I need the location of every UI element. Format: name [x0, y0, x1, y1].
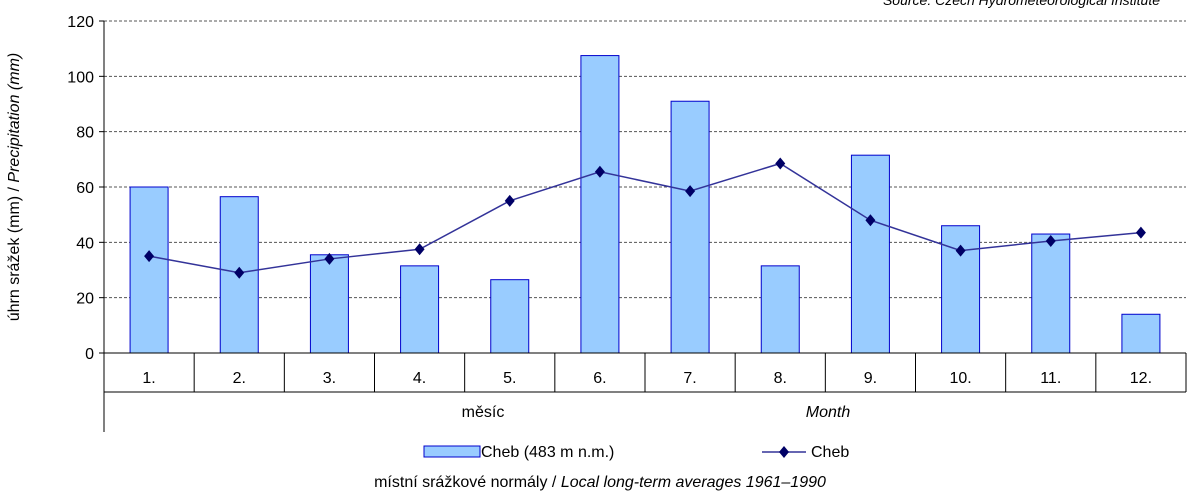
line-series [144, 157, 1146, 279]
bar [400, 265, 440, 354]
x-tick-label: 10. [949, 370, 971, 387]
x-tick-label: 3. [323, 370, 336, 387]
bar [1121, 313, 1161, 354]
y-tick-labels: 0 20 40 60 80 100 120 [67, 14, 94, 363]
bar [580, 55, 620, 354]
line-point [234, 266, 245, 279]
line-point [594, 165, 605, 178]
x-tick-labels: 1. 2. 3. 4. 5. 6. 7. 8. 9. 10. 11. 12. [142, 370, 1152, 387]
bar [850, 154, 890, 354]
legend-line-label: Cheb [811, 444, 849, 461]
x-axis-label-en: Month [806, 404, 851, 421]
line-point [955, 244, 966, 257]
bar [490, 279, 530, 354]
y-tick-label: 60 [76, 180, 94, 197]
y-tick-label: 40 [76, 235, 94, 252]
bar [309, 254, 349, 354]
line-point [865, 214, 876, 227]
y-tick-label: 20 [76, 291, 94, 308]
x-tick-label: 9. [864, 370, 877, 387]
bar-series [129, 55, 1161, 354]
legend-line-marker [779, 446, 789, 458]
x-tick-label: 2. [233, 370, 246, 387]
line-point [1045, 234, 1056, 247]
y-axis-label: úhrn srážek (mm) / Precipitation (mm) [6, 53, 23, 322]
y-tick-label: 100 [67, 69, 94, 86]
bar [1031, 233, 1071, 354]
footnote-cz: místní srážkové normály / [374, 474, 561, 491]
footnote-en: Local long-term averages 1961–1990 [561, 474, 826, 491]
x-tick-label: 11. [1040, 370, 1061, 387]
x-tick-label: 1. [142, 370, 155, 387]
line-point [324, 252, 335, 265]
chart-footnote: místní srážkové normály / Local long-ter… [374, 474, 826, 491]
bar [129, 186, 169, 354]
axes [103, 21, 1187, 432]
legend-bar-label: Cheb (483 m n.m.) [481, 444, 614, 461]
x-tick-label: 6. [593, 370, 606, 387]
legend: Cheb (483 m n.m.) Cheb [423, 444, 849, 461]
y-axis-label-cz: úhrn srážek (mm) / [6, 183, 23, 322]
line-point [504, 194, 515, 207]
line-point [685, 185, 696, 198]
y-tick-label: 0 [85, 346, 94, 363]
line-point [414, 243, 425, 256]
series-line [148, 162, 1141, 274]
legend-bar-swatch [423, 445, 481, 458]
x-tick-label: 4. [413, 370, 426, 387]
bar [760, 265, 800, 354]
line-point [1135, 226, 1146, 239]
x-tick-label: 12. [1130, 370, 1152, 387]
y-axis-label-en: Precipitation (mm) [6, 53, 23, 183]
gridlines [99, 20, 1186, 354]
y-tick-label: 120 [67, 14, 94, 31]
y-tick-label: 80 [76, 125, 94, 142]
x-tick-label: 5. [503, 370, 516, 387]
line-point [775, 157, 786, 170]
chart-source: Source: Czech Hydrometeorological Instit… [883, 0, 1160, 8]
bar [670, 100, 710, 354]
x-tick-label: 7. [683, 370, 696, 387]
x-axis-label-cz: měsíc [462, 404, 505, 421]
x-tick-label: 8. [774, 370, 787, 387]
line-point [144, 250, 155, 263]
